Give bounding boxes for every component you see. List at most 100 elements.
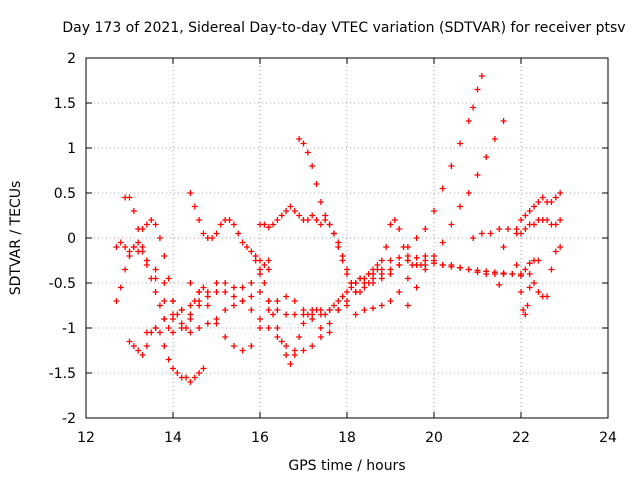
data-point — [187, 329, 194, 336]
data-point — [139, 226, 146, 232]
data-point — [387, 257, 394, 264]
data-point — [265, 224, 272, 231]
data-point — [222, 307, 229, 313]
data-point — [139, 352, 146, 358]
data-point — [209, 235, 216, 241]
data-point — [291, 352, 298, 358]
data-point — [531, 221, 538, 228]
data-point — [248, 248, 255, 255]
data-point — [191, 203, 198, 210]
data-point — [526, 284, 533, 291]
data-point — [335, 244, 342, 250]
series-sat-k — [296, 136, 429, 286]
series-sat-r — [513, 244, 564, 318]
data-point — [526, 208, 533, 214]
y-tick-label: 2 — [67, 51, 76, 67]
data-point — [344, 298, 350, 304]
data-point — [122, 244, 129, 250]
data-point — [518, 230, 524, 237]
data-point — [222, 334, 229, 340]
data-point — [344, 271, 350, 277]
data-point — [304, 217, 311, 223]
data-point — [170, 365, 176, 372]
data-point — [170, 329, 176, 336]
data-point — [535, 257, 542, 264]
data-point — [413, 254, 420, 261]
data-point — [187, 280, 194, 286]
data-point — [152, 289, 159, 295]
data-point — [496, 281, 503, 288]
data-point — [139, 244, 146, 250]
y-tick-label: -1 — [62, 321, 76, 337]
data-point — [239, 298, 246, 304]
x-axis-label: GPS time / hours — [288, 458, 405, 474]
data-point — [135, 347, 142, 354]
data-point — [474, 86, 481, 93]
data-point — [361, 307, 368, 313]
data-point — [248, 307, 255, 313]
data-point — [122, 266, 129, 273]
data-point — [296, 136, 303, 142]
y-tick-label: 0.5 — [54, 186, 76, 202]
series-sat-d — [139, 217, 207, 331]
data-point — [213, 320, 220, 327]
data-point — [257, 266, 263, 273]
data-point — [491, 136, 498, 142]
series-isolated — [496, 244, 507, 288]
data-point — [520, 307, 527, 313]
data-point — [500, 244, 507, 250]
data-point — [183, 325, 190, 331]
data-point — [326, 329, 333, 336]
data-point — [196, 298, 203, 304]
data-point — [513, 226, 520, 232]
series-sat-n — [404, 118, 507, 309]
data-point — [200, 230, 207, 237]
data-point — [161, 316, 168, 322]
data-point — [317, 221, 324, 228]
data-point — [156, 302, 163, 309]
data-point — [387, 271, 394, 277]
data-point — [448, 163, 455, 169]
data-point — [404, 275, 411, 282]
data-point — [313, 181, 320, 187]
data-point — [278, 212, 285, 219]
data-point — [439, 262, 446, 268]
data-point — [270, 311, 277, 318]
series-sat-q — [513, 190, 564, 232]
data-point — [391, 217, 398, 223]
data-point — [361, 275, 368, 282]
data-point — [518, 217, 524, 223]
data-point — [439, 239, 446, 246]
data-point — [300, 307, 307, 313]
data-point — [531, 203, 538, 210]
data-point — [496, 226, 503, 232]
data-point — [526, 260, 533, 267]
data-point — [200, 284, 207, 291]
grid — [86, 58, 608, 418]
data-point — [404, 244, 411, 250]
data-point — [357, 289, 364, 295]
y-axis-label: SDTVAR / TECUs — [8, 181, 24, 296]
data-point — [200, 365, 207, 372]
data-point — [143, 221, 150, 228]
data-point — [422, 257, 429, 264]
data-point — [213, 230, 220, 237]
data-point — [204, 302, 211, 309]
series-sat-m — [370, 73, 485, 286]
data-point — [265, 298, 272, 304]
data-point — [187, 379, 194, 385]
data-point — [465, 190, 472, 196]
data-point — [531, 280, 538, 286]
data-point — [191, 374, 198, 381]
chart-title: Day 173 of 2021, Sidereal Day-to-day VTE… — [62, 20, 625, 36]
data-point — [204, 293, 211, 300]
data-point — [152, 221, 159, 228]
data-point — [143, 257, 150, 264]
data-point — [317, 199, 324, 205]
data-point — [135, 248, 142, 255]
data-point — [113, 244, 120, 250]
data-point — [378, 266, 385, 273]
data-point — [239, 239, 246, 246]
data-point — [178, 307, 185, 313]
